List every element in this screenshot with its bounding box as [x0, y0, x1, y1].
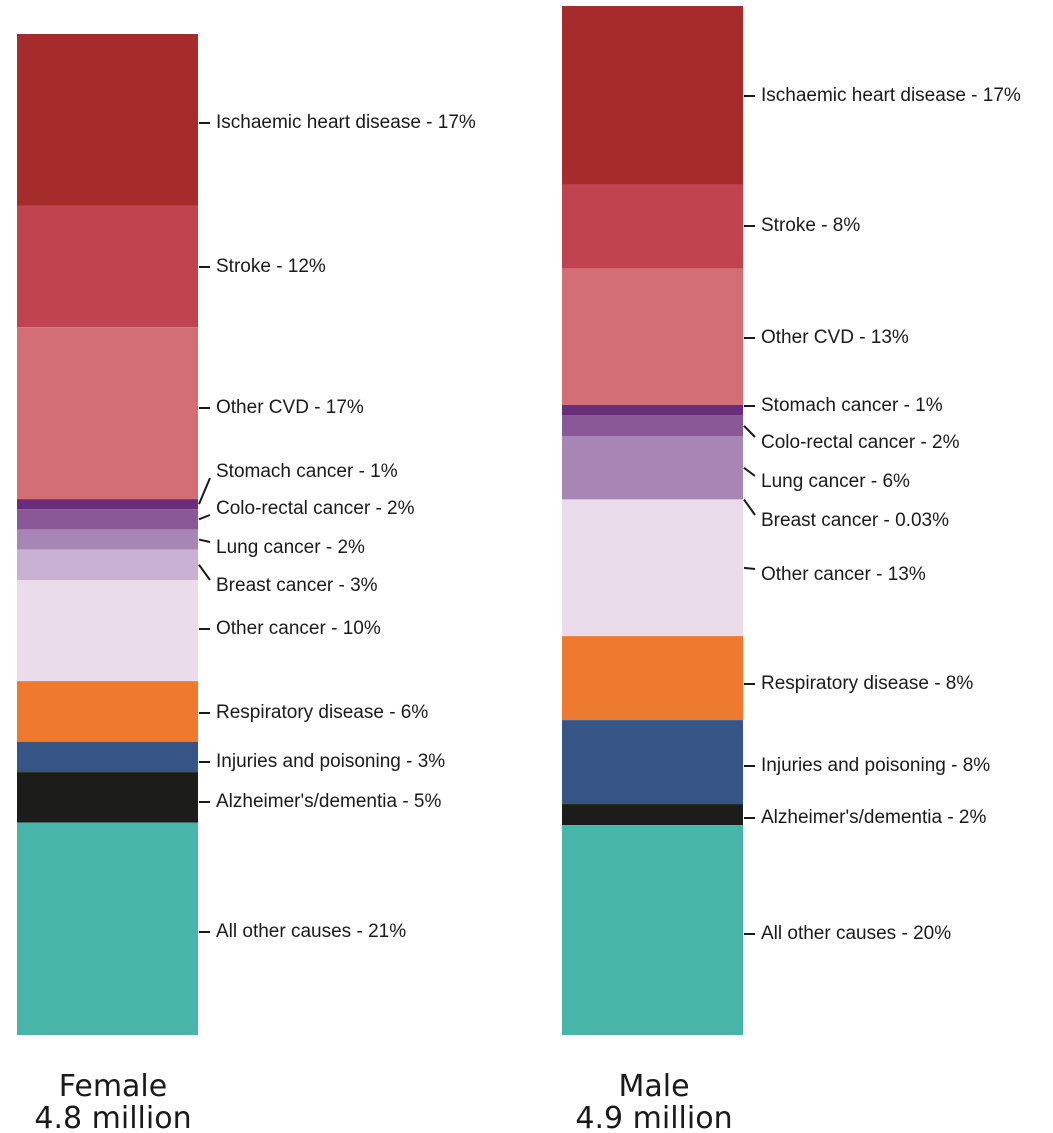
female-segment-other-cvd — [17, 327, 198, 500]
female-bar-group: Ischaemic heart disease - 17% Stroke - 12… — [17, 34, 476, 1035]
female-segment-stomach-cancer — [17, 499, 198, 510]
male-label-all-other-causes: All other causes - 20% — [761, 923, 951, 944]
male-leader-line-breast-cancer — [743, 498, 756, 516]
male-segment-breast-cancer — [562, 499, 743, 500]
female-segment-injuries-and-poisoning — [17, 741, 198, 773]
male-segment-stroke — [562, 184, 743, 269]
female-label-ischaemic-heart-disease: Ischaemic heart disease - 17% — [216, 112, 476, 133]
female-label-lung-cancer: Lung cancer - 2% — [216, 537, 365, 558]
female-label-breast-cancer: Breast cancer - 3% — [216, 575, 378, 596]
female-label-stroke: Stroke - 12% — [216, 256, 326, 277]
male-leader-line-colo-rectal-cancer — [743, 425, 756, 438]
female-bar-title: Female — [59, 1069, 167, 1104]
female-segment-colo-rectal-cancer — [17, 509, 198, 530]
male-segment-all-other-causes — [562, 825, 743, 1035]
male-label-stroke: Stroke - 8% — [761, 215, 860, 236]
male-segment-ischaemic-heart-disease — [562, 6, 743, 185]
female-label-alzheimer-s-dementia: Alzheimer's/dementia - 5% — [216, 791, 441, 812]
female-segment-other-cancer — [17, 580, 198, 682]
male-segment-lung-cancer — [562, 436, 743, 500]
male-label-stomach-cancer: Stomach cancer - 1% — [761, 395, 943, 416]
female-label-all-other-causes: All other causes - 21% — [216, 921, 406, 942]
male-segment-alzheimer-s-dementia — [562, 804, 743, 826]
male-segment-injuries-and-poisoning — [562, 720, 743, 805]
female-leader-line-lung-cancer — [198, 538, 211, 543]
male-label-other-cancer: Other cancer - 13% — [761, 564, 926, 585]
female-segment-lung-cancer — [17, 529, 198, 550]
female-leader-line-colo-rectal-cancer — [198, 514, 211, 521]
female-label-colo-rectal-cancer: Colo-rectal cancer - 2% — [216, 498, 415, 519]
male-segment-other-cancer — [562, 499, 743, 637]
male-bar-group: Ischaemic heart disease - 17% Stroke - 8%… — [562, 6, 1021, 1035]
female-segment-all-other-causes — [17, 822, 198, 1035]
female-bar-total: 4.8 million — [34, 1101, 191, 1133]
female-leader-line-stomach-cancer — [198, 477, 211, 505]
female-segment-breast-cancer — [17, 549, 198, 580]
male-leader-line-lung-cancer — [743, 467, 756, 477]
male-label-colo-rectal-cancer: Colo-rectal cancer - 2% — [761, 432, 960, 453]
female-leader-line-breast-cancer — [198, 564, 211, 581]
female-segment-alzheimer-s-dementia — [17, 772, 198, 823]
male-label-ischaemic-heart-disease: Ischaemic heart disease - 17% — [761, 85, 1021, 106]
male-leader-line-other-cancer — [743, 566, 756, 570]
male-label-breast-cancer: Breast cancer - 0.03% — [761, 510, 949, 531]
female-label-stomach-cancer: Stomach cancer - 1% — [216, 461, 398, 482]
male-segment-respiratory-disease — [562, 636, 743, 721]
female-label-other-cvd: Other CVD - 17% — [216, 397, 364, 418]
female-segment-stroke — [17, 205, 198, 328]
male-segment-stomach-cancer — [562, 404, 743, 416]
male-label-lung-cancer: Lung cancer - 6% — [761, 471, 910, 492]
male-bar-title: Male — [618, 1069, 689, 1104]
male-segment-other-cvd — [562, 268, 743, 405]
male-label-respiratory-disease: Respiratory disease - 8% — [761, 673, 973, 694]
female-label-respiratory-disease: Respiratory disease - 6% — [216, 702, 428, 723]
female-segment-respiratory-disease — [17, 681, 198, 742]
male-label-other-cvd: Other CVD - 13% — [761, 327, 909, 348]
female-label-other-cancer: Other cancer - 10% — [216, 618, 381, 639]
male-bar-total: 4.9 million — [575, 1101, 732, 1133]
female-segment-ischaemic-heart-disease — [17, 34, 198, 206]
male-label-alzheimer-s-dementia: Alzheimer's/dementia - 2% — [761, 807, 986, 828]
male-label-injuries-and-poisoning: Injuries and poisoning - 8% — [761, 755, 990, 776]
female-label-injuries-and-poisoning: Injuries and poisoning - 3% — [216, 751, 445, 772]
male-segment-colo-rectal-cancer — [562, 415, 743, 437]
